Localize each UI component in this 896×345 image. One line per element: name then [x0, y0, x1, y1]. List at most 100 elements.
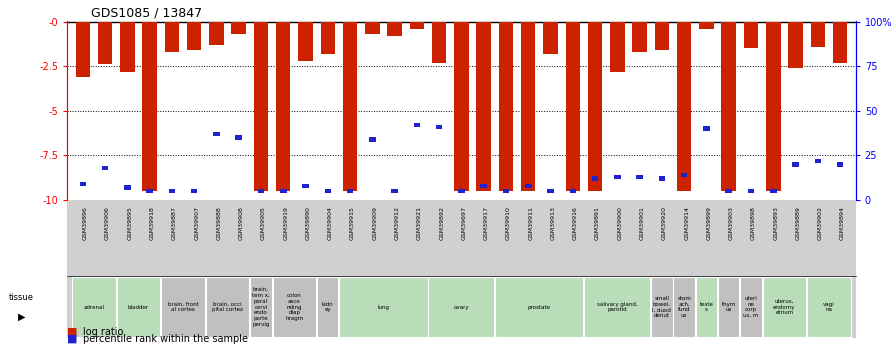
- Bar: [392, 189, 398, 194]
- Text: GSM39905: GSM39905: [261, 206, 266, 240]
- Text: GSM39887: GSM39887: [172, 206, 177, 240]
- Text: tissue: tissue: [9, 293, 34, 302]
- Text: GSM39889: GSM39889: [796, 206, 800, 240]
- Text: GSM39894: GSM39894: [840, 206, 845, 240]
- Bar: [272, 277, 316, 337]
- Bar: [588, 22, 602, 191]
- Bar: [209, 22, 224, 45]
- Bar: [324, 189, 331, 194]
- Text: GSM39900: GSM39900: [617, 206, 623, 240]
- Bar: [280, 189, 287, 194]
- Text: log ratio: log ratio: [83, 327, 124, 337]
- Bar: [72, 277, 116, 337]
- Bar: [298, 22, 313, 61]
- Bar: [387, 22, 402, 36]
- Bar: [718, 277, 739, 337]
- Text: brain, occi
pital cortex: brain, occi pital cortex: [212, 302, 243, 313]
- Bar: [347, 189, 353, 194]
- Bar: [414, 123, 420, 127]
- Text: GSM39920: GSM39920: [662, 206, 667, 240]
- Text: GSM39697: GSM39697: [461, 206, 467, 240]
- Bar: [102, 166, 108, 170]
- Text: colon
asce
nding
diap
hragm: colon asce nding diap hragm: [285, 293, 304, 321]
- Bar: [365, 22, 380, 34]
- Text: GSM39915: GSM39915: [350, 206, 355, 240]
- Bar: [614, 175, 621, 179]
- Bar: [814, 159, 821, 163]
- Text: GSM39910: GSM39910: [506, 206, 511, 240]
- Bar: [213, 132, 220, 136]
- Text: GSM39893: GSM39893: [773, 206, 779, 240]
- Bar: [703, 127, 710, 131]
- Text: vagi
na: vagi na: [823, 302, 835, 313]
- Text: uterus,
endomy
etrium: uterus, endomy etrium: [773, 299, 796, 315]
- Text: GSM39898: GSM39898: [751, 206, 756, 240]
- Bar: [655, 22, 669, 50]
- Text: GSM39895: GSM39895: [127, 206, 133, 240]
- Bar: [633, 22, 647, 52]
- Text: GSM39908: GSM39908: [238, 206, 244, 240]
- Bar: [258, 189, 264, 194]
- Text: GSM39901: GSM39901: [640, 206, 644, 240]
- Bar: [432, 22, 446, 63]
- Bar: [565, 22, 580, 191]
- Bar: [454, 22, 469, 191]
- Text: GSM39888: GSM39888: [217, 206, 221, 240]
- Text: GSM39909: GSM39909: [373, 206, 377, 240]
- Bar: [458, 189, 465, 194]
- Text: GSM39918: GSM39918: [150, 206, 155, 240]
- Text: GSM39912: GSM39912: [394, 206, 400, 240]
- Bar: [340, 277, 427, 337]
- Bar: [206, 277, 249, 337]
- Text: GDS1085 / 13847: GDS1085 / 13847: [90, 7, 202, 20]
- Text: GSM39896: GSM39896: [82, 206, 88, 240]
- Text: GSM39917: GSM39917: [484, 206, 488, 240]
- Bar: [495, 277, 583, 337]
- Bar: [142, 22, 157, 191]
- Bar: [124, 185, 131, 190]
- Bar: [696, 277, 717, 337]
- Bar: [677, 22, 692, 191]
- Bar: [521, 22, 536, 191]
- Bar: [592, 176, 599, 181]
- Text: GSM39899: GSM39899: [706, 206, 711, 240]
- Text: GSM39911: GSM39911: [529, 206, 533, 240]
- Bar: [302, 184, 309, 188]
- Bar: [165, 22, 179, 52]
- Text: GSM39890: GSM39890: [306, 206, 311, 240]
- Text: brain,
tem x,
poral
cervi
endo
porte
pervig: brain, tem x, poral cervi endo porte per…: [252, 287, 270, 327]
- Bar: [674, 277, 695, 337]
- Bar: [369, 137, 375, 142]
- Bar: [477, 22, 491, 191]
- Bar: [480, 184, 487, 188]
- Bar: [807, 277, 851, 337]
- Bar: [740, 277, 762, 337]
- Bar: [681, 173, 687, 177]
- Bar: [721, 22, 736, 191]
- Text: ▶: ▶: [18, 312, 25, 321]
- Text: bladder: bladder: [128, 305, 149, 309]
- Bar: [276, 22, 290, 191]
- Bar: [811, 22, 825, 47]
- Bar: [543, 22, 558, 54]
- Text: uteri
ne
corp
us, m: uteri ne corp us, m: [744, 296, 759, 318]
- Bar: [699, 22, 714, 29]
- Text: GSM39904: GSM39904: [328, 206, 332, 240]
- Text: GSM39916: GSM39916: [573, 206, 578, 240]
- Text: ovary: ovary: [453, 305, 470, 309]
- Bar: [250, 277, 271, 337]
- Text: GSM39907: GSM39907: [194, 206, 199, 240]
- Bar: [659, 176, 665, 181]
- Bar: [116, 277, 160, 337]
- Text: salivary gland,
parotid: salivary gland, parotid: [597, 302, 638, 313]
- Text: ■: ■: [67, 327, 78, 337]
- Bar: [766, 22, 780, 191]
- Bar: [80, 182, 86, 186]
- Bar: [254, 22, 268, 191]
- Bar: [191, 189, 197, 194]
- Text: teste
s: teste s: [700, 302, 713, 313]
- Bar: [748, 189, 754, 194]
- Bar: [503, 189, 509, 194]
- Text: prostate: prostate: [528, 305, 551, 309]
- Bar: [525, 184, 531, 188]
